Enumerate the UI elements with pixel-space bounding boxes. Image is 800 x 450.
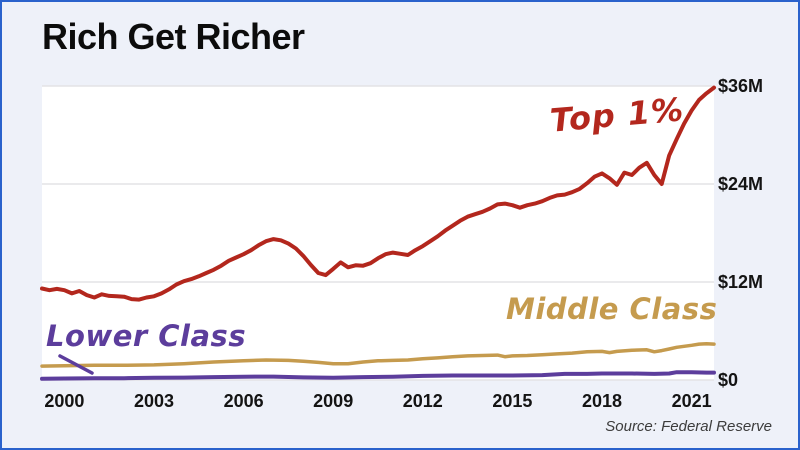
lower-class-line	[40, 370, 716, 381]
x-tick-label: 2015	[492, 391, 533, 411]
y-tick-label: $36M	[718, 76, 764, 96]
page-title: Rich Get Richer	[42, 16, 305, 57]
x-tick-label: 2003	[133, 391, 175, 411]
x-tick-label: 2018	[581, 391, 623, 411]
y-tick-label: $0	[718, 370, 739, 390]
x-tick-label: 2012	[402, 391, 443, 411]
x-tick-label: 2006	[223, 391, 264, 411]
lower-class-pointer-line	[58, 354, 94, 375]
x-tick-label: 2021	[671, 391, 712, 411]
y-tick-label: $12M	[718, 272, 764, 292]
y-tick-label: $24M	[718, 174, 764, 194]
middle-class-line	[40, 341, 716, 368]
top-1-percent-line	[40, 85, 716, 302]
x-tick-label: 2009	[313, 391, 354, 411]
source-credit: Source: Federal Reserve	[605, 418, 772, 435]
x-tick-label: 2000	[44, 391, 85, 411]
plot-background	[42, 86, 714, 380]
